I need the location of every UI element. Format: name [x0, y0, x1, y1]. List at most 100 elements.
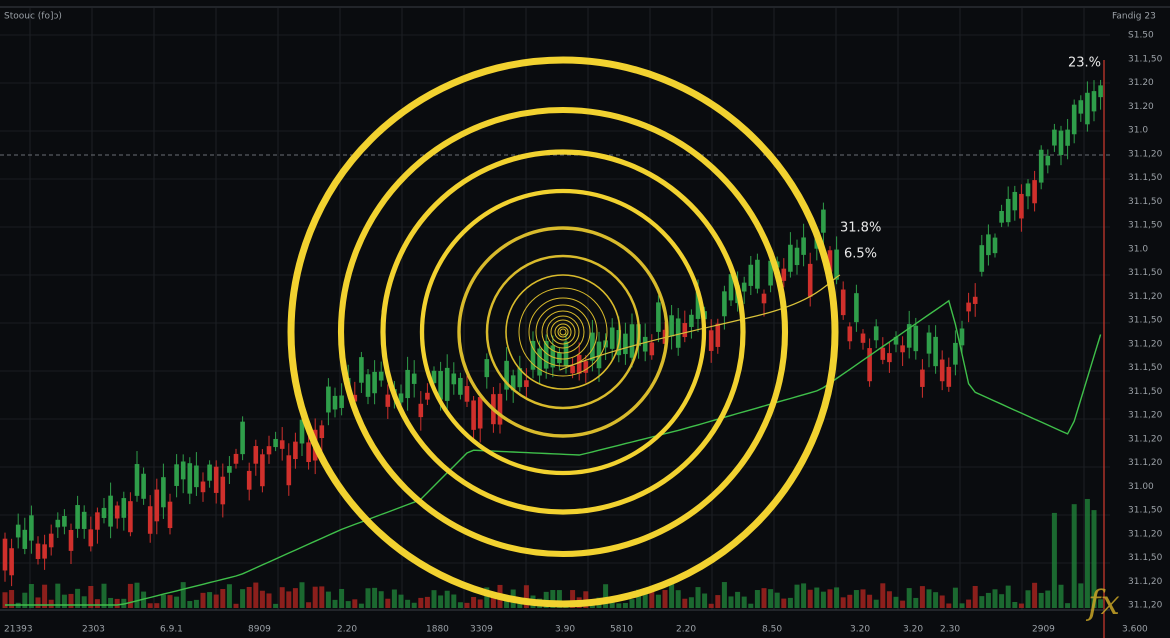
volume-bar [761, 588, 767, 608]
volume-bar [292, 588, 298, 608]
candle-body [161, 477, 166, 508]
volume-bar [523, 585, 529, 608]
candle-body [992, 237, 998, 254]
time-label: 2.30 [940, 625, 960, 635]
volume-bar [1005, 585, 1011, 608]
volume-bar [88, 585, 94, 608]
moving-average [5, 299, 1102, 606]
candle-body [114, 505, 120, 519]
volume-bar [68, 593, 74, 608]
candle-body [755, 259, 760, 289]
annotation: 31.8% [840, 221, 881, 236]
volume-bar [972, 585, 978, 608]
candle-body [722, 291, 727, 317]
price-label: 31.1,50 [1128, 197, 1163, 207]
volume-bar [979, 596, 985, 608]
candle-body [728, 274, 734, 301]
candle-body [431, 370, 437, 384]
candle-body [134, 464, 140, 496]
candle-body [801, 237, 806, 255]
volume-bar [226, 584, 232, 608]
candle-body [128, 501, 133, 533]
volume-bar [1091, 510, 1097, 608]
volume-bar [1051, 512, 1057, 608]
candle-body [411, 373, 417, 384]
candle-body [748, 264, 754, 286]
volume-bar [721, 582, 727, 608]
volume-bar [325, 591, 331, 608]
candle-body [385, 394, 391, 407]
time-label: 3.20 [850, 625, 870, 635]
volume-bar [886, 591, 892, 608]
volume-bar [405, 599, 411, 608]
volume-bar [1071, 504, 1077, 608]
time-label: 6.9.1 [160, 625, 183, 635]
volume-bar [543, 591, 549, 608]
volume-bar [213, 594, 219, 608]
volume-bar [372, 587, 378, 608]
candle-body [101, 507, 107, 518]
candle-body [246, 470, 252, 490]
candle-body [438, 370, 443, 400]
time-label: 2303 [82, 625, 105, 635]
volume-bar [570, 590, 576, 608]
volume-bar [847, 594, 853, 608]
candle-body [68, 529, 74, 551]
volume-bar [9, 590, 15, 608]
volume-bar [378, 591, 384, 608]
candle-body [873, 326, 879, 341]
volume-bar [860, 589, 866, 608]
volume-bar [418, 597, 424, 608]
candle-body [999, 210, 1004, 223]
candle-body [497, 393, 503, 425]
volume-bar [999, 594, 1005, 608]
candle-body [537, 348, 542, 376]
candle-body [299, 419, 305, 444]
volume-bar [1098, 599, 1104, 608]
time-label: 2.20 [337, 625, 357, 635]
volume-bar [688, 597, 694, 608]
volume-bar [880, 583, 886, 608]
volume-bar [814, 587, 820, 608]
candle-body [62, 515, 67, 527]
volume-bar [233, 603, 239, 608]
candle-body [293, 441, 298, 460]
candle-body [788, 244, 793, 272]
volume-bar [636, 589, 642, 608]
time-label: 8909 [248, 625, 271, 635]
time-label: 2909 [1032, 625, 1055, 635]
candle-body [233, 453, 239, 464]
volume-bar [471, 596, 477, 608]
volume-bar [682, 598, 688, 608]
volume-bar [741, 596, 747, 608]
chart-title: Stoouc (fo]ɔ) [4, 12, 62, 22]
time-label: 21393 [4, 625, 33, 635]
candle-body [563, 341, 569, 366]
time-label: 3.20 [903, 625, 923, 635]
candle-body [953, 342, 958, 365]
candle-body [339, 395, 344, 408]
volume-bar [728, 596, 734, 608]
volume-bar [629, 599, 635, 608]
candle-body [1071, 104, 1077, 135]
volume-bar [603, 584, 609, 608]
volume-bar [312, 586, 318, 608]
volume-bar [259, 590, 265, 608]
candle-body [1091, 91, 1097, 112]
candle-body [609, 327, 615, 349]
volume-bar [438, 595, 444, 608]
candle-body [372, 371, 377, 394]
candle-body [939, 359, 945, 382]
candle-body [187, 463, 193, 494]
volume-bar [702, 593, 708, 608]
candle-body [623, 333, 628, 355]
candle-body [1012, 191, 1018, 211]
ring [554, 323, 572, 341]
candle-body [946, 366, 952, 387]
ring [557, 326, 569, 338]
candle-body [286, 455, 292, 486]
volume-bar [893, 596, 899, 608]
volume-bar [550, 590, 556, 608]
